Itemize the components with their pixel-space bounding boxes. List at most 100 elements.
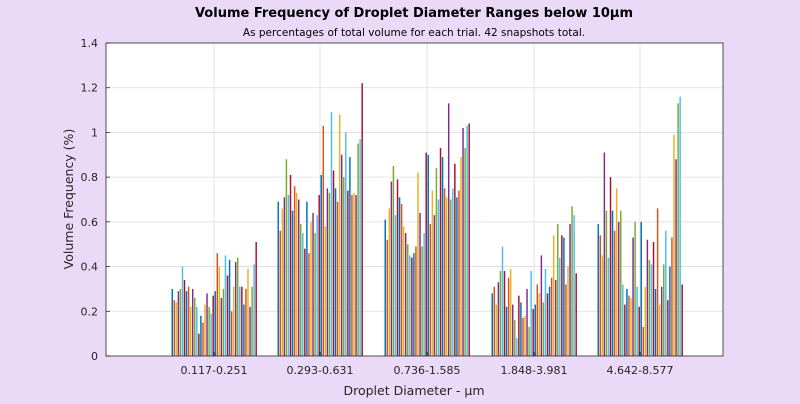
bar — [501, 246, 504, 356]
bar — [226, 275, 229, 356]
y-tick-label: 0.8 — [81, 171, 99, 184]
bar — [607, 257, 610, 356]
bar — [232, 286, 235, 356]
bar — [611, 210, 614, 356]
bar — [530, 271, 532, 356]
bar — [673, 134, 675, 356]
bar — [297, 199, 300, 356]
bar — [314, 233, 316, 356]
bar — [615, 188, 618, 356]
bar — [279, 230, 282, 356]
bar — [247, 268, 249, 356]
bar — [293, 186, 296, 356]
y-tick-label: 0.6 — [81, 216, 99, 229]
bar — [340, 154, 343, 356]
bar — [561, 235, 563, 356]
bar — [526, 288, 528, 356]
bar — [603, 152, 606, 356]
bar — [181, 266, 184, 356]
bar — [306, 201, 308, 356]
bar — [644, 286, 647, 356]
bar — [681, 284, 683, 356]
bar — [361, 83, 363, 357]
bar — [557, 224, 559, 356]
bar — [544, 268, 547, 356]
bar — [516, 338, 518, 356]
bar — [546, 293, 549, 356]
bar — [429, 224, 432, 356]
bar — [499, 271, 502, 356]
bar — [326, 188, 329, 356]
bar — [567, 266, 569, 356]
bar — [300, 224, 302, 356]
bar — [491, 293, 493, 356]
bar — [675, 159, 677, 356]
bar — [253, 264, 255, 356]
bar — [386, 239, 389, 356]
bar — [251, 286, 253, 356]
bar — [522, 317, 524, 356]
bar — [392, 165, 395, 356]
bar — [388, 208, 391, 356]
bar — [632, 237, 634, 356]
bar — [245, 288, 247, 356]
bar — [663, 264, 665, 356]
bar — [634, 221, 636, 356]
bar — [289, 174, 292, 356]
bar — [277, 201, 279, 356]
bar — [445, 197, 448, 356]
bar — [468, 123, 470, 357]
bar — [439, 148, 442, 356]
bar — [179, 288, 182, 356]
bar — [216, 253, 219, 356]
bar — [402, 226, 405, 356]
bar — [443, 188, 446, 356]
bar — [613, 230, 616, 356]
bar — [554, 279, 557, 356]
bar — [505, 306, 508, 356]
plot-frame — [105, 42, 724, 357]
bar — [642, 326, 645, 356]
bars — [171, 83, 683, 357]
bar — [415, 246, 417, 356]
bar — [652, 241, 655, 356]
bar — [214, 291, 216, 356]
bar — [437, 199, 440, 356]
bar — [189, 306, 192, 356]
bar — [427, 154, 429, 356]
bar — [671, 237, 673, 356]
bar — [656, 208, 659, 356]
bar — [532, 309, 534, 356]
y-tick-label: 1.2 — [81, 82, 99, 95]
bar — [210, 313, 212, 356]
bar — [304, 248, 306, 356]
bar — [573, 215, 575, 356]
bar — [628, 295, 630, 356]
bar — [409, 255, 411, 356]
bar — [224, 255, 227, 356]
bar — [334, 188, 337, 356]
y-tick-label: 0.4 — [81, 261, 99, 274]
bar — [559, 257, 561, 356]
bar — [208, 306, 210, 356]
bar — [196, 306, 198, 356]
bar — [456, 197, 458, 356]
bar — [654, 288, 657, 356]
bar — [171, 288, 173, 356]
bar — [404, 233, 407, 356]
bar — [638, 306, 640, 356]
bar — [630, 297, 632, 356]
bar — [667, 300, 669, 356]
bar — [565, 284, 567, 356]
bar — [511, 304, 514, 356]
bar — [425, 152, 427, 356]
x-tick-label: 1.848-3.981 — [501, 364, 568, 377]
bar — [384, 219, 386, 356]
bar — [571, 206, 573, 356]
bar — [421, 246, 423, 356]
bar — [575, 273, 577, 356]
bar — [291, 210, 294, 356]
bar — [239, 286, 241, 356]
grid — [106, 43, 723, 356]
